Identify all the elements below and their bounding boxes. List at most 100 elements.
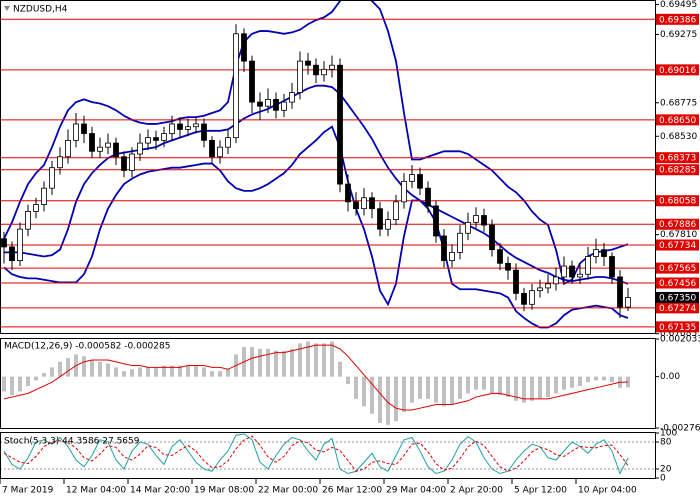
candle-body xyxy=(97,146,103,152)
macd-bar xyxy=(554,376,558,394)
candle-body xyxy=(337,64,343,185)
candle-body xyxy=(161,133,167,141)
candle-body xyxy=(289,92,295,103)
level-label: 0.67886 xyxy=(659,220,696,230)
level-label: 0.67456 xyxy=(659,279,696,289)
candle-body xyxy=(441,235,447,261)
candle-body xyxy=(353,201,359,210)
candle-body xyxy=(241,33,247,62)
x-tick-label: 26 Mar 12:00 xyxy=(322,486,382,496)
candle-body xyxy=(569,265,575,278)
candle-body xyxy=(401,180,407,203)
candle-body xyxy=(257,101,263,107)
macd-bar xyxy=(314,343,318,377)
candle-body xyxy=(81,123,87,134)
level-label: 0.68285 xyxy=(659,166,696,176)
macd-bar xyxy=(98,361,102,377)
candle-body xyxy=(201,123,207,141)
macd-bar xyxy=(450,376,454,405)
x-tick-label: 12 Mar 04:00 xyxy=(66,486,126,496)
macd-bar xyxy=(218,371,222,377)
level-label: 0.69386 xyxy=(659,15,696,25)
stoch-line xyxy=(3,433,629,475)
candle-body xyxy=(65,139,71,158)
macd-bar xyxy=(514,376,518,401)
candle-body xyxy=(57,156,63,169)
level-label: 0.67734 xyxy=(659,241,696,251)
macd-bar xyxy=(362,376,366,407)
candle-body xyxy=(177,123,183,130)
macd-bar xyxy=(146,367,150,377)
level-label-box xyxy=(656,239,699,251)
candle-body xyxy=(489,224,495,251)
macd-bar xyxy=(330,341,334,377)
level-label: 0.67274 xyxy=(659,304,696,314)
macd-bar xyxy=(186,365,190,377)
level-label-box xyxy=(656,152,699,164)
macd-bar xyxy=(162,365,166,377)
macd-bar xyxy=(466,376,470,394)
main-panel xyxy=(0,0,656,334)
last-price-box xyxy=(656,291,699,303)
candle-body xyxy=(225,137,231,148)
x-tick-label: 22 Mar 00:00 xyxy=(258,486,318,496)
macd-bar xyxy=(130,369,134,377)
macd-bar xyxy=(258,348,262,377)
macd-bar xyxy=(18,376,22,392)
macd-bar xyxy=(394,376,398,422)
candle-body xyxy=(129,153,135,171)
macd-bar xyxy=(322,343,326,377)
macd-bar xyxy=(474,376,478,390)
macd-bar xyxy=(426,376,430,399)
candle-body xyxy=(505,262,511,271)
macd-bar xyxy=(586,376,590,383)
chart-title: NZDUSD,H4 xyxy=(13,5,68,15)
y-tick-label: 0.68775 xyxy=(660,98,697,108)
macd-bar xyxy=(194,365,198,377)
macd-bar xyxy=(226,369,230,377)
candle-body xyxy=(553,276,559,285)
y-tick-label: 20 xyxy=(660,465,672,475)
candle-body xyxy=(321,68,327,76)
macd-bar xyxy=(210,371,214,377)
candle-body xyxy=(361,197,367,210)
macd-bar xyxy=(610,376,614,383)
y-tick-label: 0.00 xyxy=(660,372,680,382)
candle-body xyxy=(113,142,119,158)
candle-body xyxy=(577,273,583,278)
main-plot xyxy=(1,1,655,329)
candle-body xyxy=(457,232,463,253)
candle-body xyxy=(417,174,423,189)
candle-body xyxy=(377,208,383,230)
candle-body xyxy=(25,211,31,230)
candle-body xyxy=(233,33,239,139)
macd-bar xyxy=(170,365,174,377)
macd-bar xyxy=(250,347,254,377)
x-tick-label: 5 Apr 12:00 xyxy=(514,486,567,496)
stoch-title: Stoch(5,3,3) 44.3586 27.5659 xyxy=(4,437,140,447)
candle-body xyxy=(41,187,47,205)
level-label-box xyxy=(656,302,699,314)
macd-bar xyxy=(458,376,462,399)
candle-body xyxy=(593,249,599,257)
candle-body xyxy=(625,297,631,308)
level-label: 0.67565 xyxy=(659,264,696,274)
macd-bar xyxy=(106,363,110,377)
macd-bar xyxy=(282,350,286,377)
macd-bar xyxy=(50,367,54,377)
y-tick-label: 0 xyxy=(660,474,666,484)
y-tick-label: 0.67810 xyxy=(660,230,697,240)
macd-bar xyxy=(602,376,606,381)
macd-bar xyxy=(26,376,30,386)
candle-body xyxy=(185,126,191,130)
candle-body xyxy=(209,139,215,158)
macd-bar xyxy=(2,376,6,392)
macd-bar xyxy=(386,376,390,425)
y-tick-label: 80 xyxy=(660,438,672,448)
macd-bar xyxy=(498,376,502,396)
candle-body xyxy=(513,269,519,294)
candle-body xyxy=(473,215,479,223)
y-tick-label: 0.002033 xyxy=(660,335,700,345)
macd-bar xyxy=(346,376,350,385)
